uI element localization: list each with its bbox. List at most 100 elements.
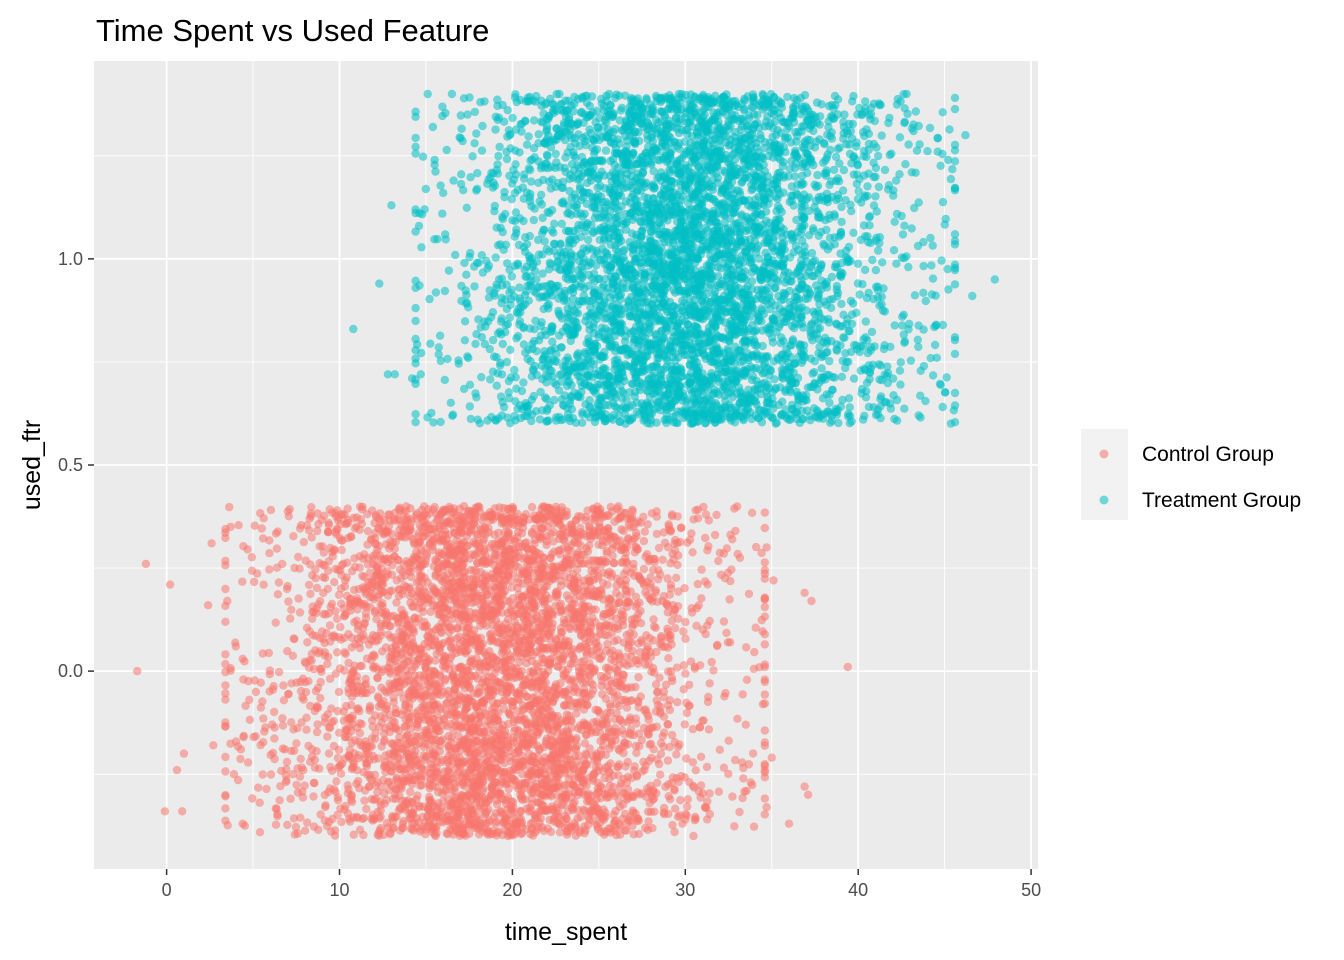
data-point [633,614,642,623]
data-point [350,554,359,563]
data-point [469,581,478,590]
data-point [333,648,342,657]
data-point [387,586,397,595]
data-point [467,657,476,666]
data-point [478,614,487,623]
data-point [546,529,555,538]
data-point [587,647,597,656]
data-point [268,685,278,694]
data-point [221,533,230,543]
data-point [417,703,426,712]
data-point [760,677,769,687]
data-point [348,711,357,720]
data-point [346,602,355,611]
data-point [670,827,679,837]
data-point [631,682,640,692]
data-point [321,801,330,810]
data-point [645,634,654,643]
data-point [368,593,377,602]
data-point [282,584,292,594]
data-point [283,507,293,516]
data-point [574,645,584,654]
data-point [381,528,390,537]
data-point [466,757,475,767]
data-point [605,699,614,709]
data-point [557,511,566,521]
data-point [319,548,328,557]
data-point [656,770,665,779]
data-point [445,519,455,529]
data-point [622,557,631,566]
data-point [457,693,466,702]
data-point [392,614,402,623]
data-point [648,723,657,732]
data-point [608,551,617,561]
data-point [409,628,418,637]
data-point [221,584,230,594]
data-point [604,663,613,672]
data-point [339,716,348,725]
data-point [657,632,666,641]
data-point [395,627,404,636]
data-point [509,808,518,817]
data-point [362,654,372,663]
data-point [624,598,633,607]
data-point [636,692,645,701]
data-point [361,587,370,596]
data-point [530,547,540,556]
data-point [258,770,267,779]
data-point [462,532,471,541]
data-point [221,659,230,669]
data-point [531,593,540,602]
data-point [452,609,461,619]
data-point [600,623,609,632]
data-point [571,698,580,708]
data-point [687,608,697,617]
data-point [390,516,400,525]
data-point [656,709,665,718]
data-point [538,643,547,653]
data-point [673,560,682,570]
data-point [682,698,691,707]
data-point [497,648,507,658]
data-point [243,545,252,554]
data-point [704,725,714,734]
data-point [517,740,527,749]
data-point [454,632,464,641]
data-point [465,607,475,617]
data-point [495,780,505,790]
data-point [418,692,427,702]
data-point [474,824,483,833]
data-point [617,525,626,534]
data-point [172,765,182,775]
data-point [414,716,423,725]
data-point [287,718,296,727]
data-point [432,604,442,613]
data-point [356,502,365,511]
data-point [641,660,650,669]
data-point [492,638,502,647]
data-point [499,518,508,527]
data-point [273,590,283,599]
data-point [691,506,700,515]
data-point [357,719,366,729]
data-point [538,654,547,664]
data-point [398,819,407,828]
data-point [670,605,679,614]
data-point [330,578,339,587]
data-point [262,784,271,794]
data-point [634,517,643,526]
data-point [367,814,376,823]
data-point [517,667,527,676]
data-point [508,697,517,707]
data-point [376,712,385,721]
data-point [605,596,615,605]
data-point [550,743,560,752]
data-point [357,661,366,670]
data-point [629,766,639,775]
data-point [598,578,608,588]
data-point [533,741,542,750]
data-point [461,705,470,714]
data-point [651,680,661,689]
data-point [559,801,568,810]
